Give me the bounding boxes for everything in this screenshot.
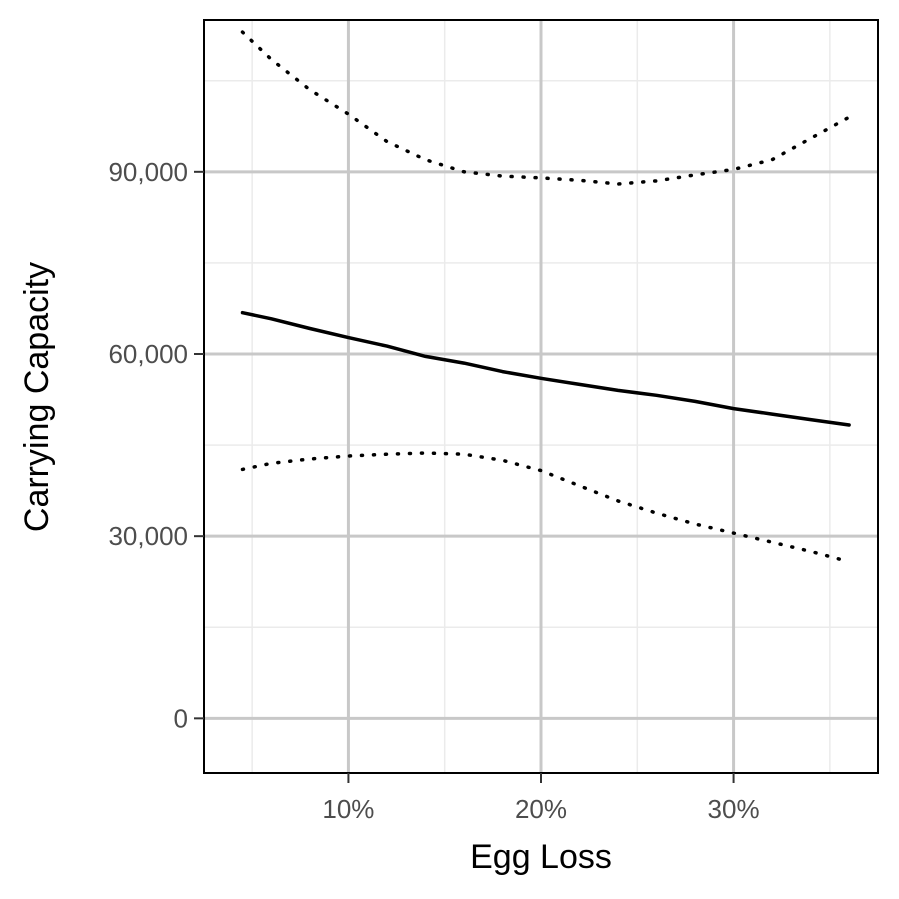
y-tick-label: 30,000 [108, 521, 188, 551]
x-tick-label: 20% [515, 794, 567, 824]
y-axis-title: Carrying Capacity [18, 262, 56, 532]
x-axis-title: Egg Loss [470, 838, 612, 876]
y-tick-label: 90,000 [108, 157, 188, 187]
solid-series-line [240, 310, 851, 427]
x-tick-label: 10% [322, 794, 374, 824]
major-grid [204, 20, 878, 773]
y-axis: 0 30,000 60,000 90,000 [108, 157, 204, 733]
dotted-series-line-1 [240, 30, 851, 186]
y-tick-label: 0 [174, 703, 188, 733]
x-tick-label: 30% [708, 794, 760, 824]
series-layer [240, 30, 851, 564]
y-tick-label: 60,000 [108, 339, 188, 369]
dotted-series-line-2 [240, 451, 851, 564]
x-axis: 10% 20% 30% [322, 773, 760, 824]
